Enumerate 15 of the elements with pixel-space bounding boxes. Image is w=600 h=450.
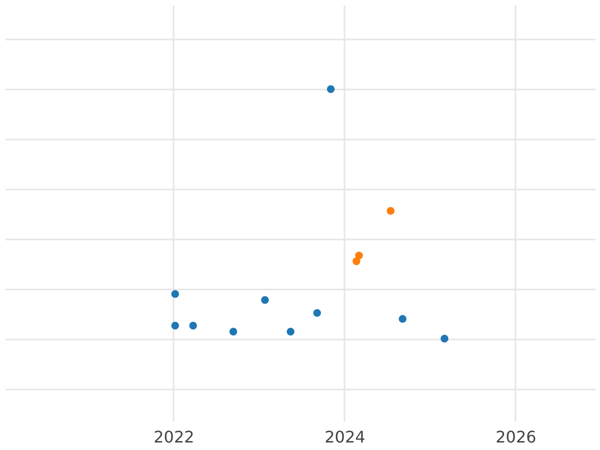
point (171, 322, 180, 330)
x-tick-label: 2022 (154, 428, 194, 446)
x-tick-label: 2024 (324, 428, 366, 446)
point (189, 322, 197, 330)
point (326, 85, 335, 93)
point (355, 252, 363, 260)
x-tick-label: 2026 (496, 428, 536, 446)
point (261, 296, 269, 304)
point (313, 309, 321, 317)
point (286, 328, 294, 336)
point (386, 207, 395, 215)
point (440, 334, 448, 343)
point (229, 328, 238, 336)
point (171, 290, 180, 298)
point (398, 315, 406, 323)
